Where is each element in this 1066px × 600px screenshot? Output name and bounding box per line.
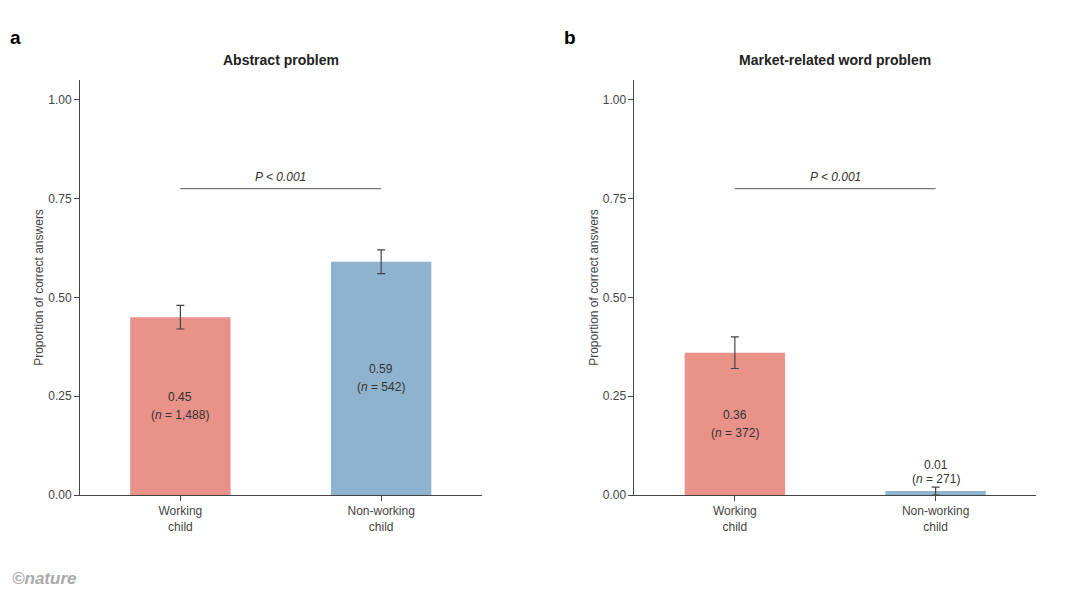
svg-text:Proportion of correct answers: Proportion of correct answers <box>587 209 601 366</box>
svg-text:©nature: ©nature <box>12 569 76 588</box>
svg-text:Proportion of correct answers: Proportion of correct answers <box>32 209 46 366</box>
svg-text:0.45: 0.45 <box>168 390 192 404</box>
svg-text:0.75: 0.75 <box>48 192 72 206</box>
svg-text:0.01: 0.01 <box>924 458 948 472</box>
svg-text:0.25: 0.25 <box>48 389 72 403</box>
svg-text:Non-workingchild: Non-workingchild <box>902 504 969 534</box>
svg-text:(n = 372): (n = 372) <box>711 426 759 440</box>
svg-text:Workingchild: Workingchild <box>713 504 757 534</box>
svg-text:Abstract problem: Abstract problem <box>223 52 339 68</box>
svg-text:0.00: 0.00 <box>603 488 627 502</box>
svg-text:0.25: 0.25 <box>603 389 627 403</box>
svg-text:0.50: 0.50 <box>48 291 72 305</box>
svg-text:0.00: 0.00 <box>48 488 72 502</box>
svg-text:a: a <box>10 27 21 48</box>
svg-text:(n = 542): (n = 542) <box>357 380 405 394</box>
svg-text:Non-workingchild: Non-workingchild <box>347 504 414 534</box>
svg-text:(n = 271): (n = 271) <box>912 472 960 486</box>
svg-text:Workingchild: Workingchild <box>158 504 202 534</box>
svg-text:Market-related word problem: Market-related word problem <box>739 52 931 68</box>
svg-text:1.00: 1.00 <box>603 93 627 107</box>
svg-text:(n = 1,488): (n = 1,488) <box>151 408 209 422</box>
svg-text:1.00: 1.00 <box>48 93 72 107</box>
svg-text:P < 0.001: P < 0.001 <box>255 170 306 184</box>
svg-text:0.59: 0.59 <box>369 362 393 376</box>
svg-text:P < 0.001: P < 0.001 <box>810 170 861 184</box>
svg-text:0.75: 0.75 <box>603 192 627 206</box>
svg-text:0.36: 0.36 <box>723 408 747 422</box>
svg-text:0.50: 0.50 <box>603 291 627 305</box>
svg-text:b: b <box>564 27 576 48</box>
